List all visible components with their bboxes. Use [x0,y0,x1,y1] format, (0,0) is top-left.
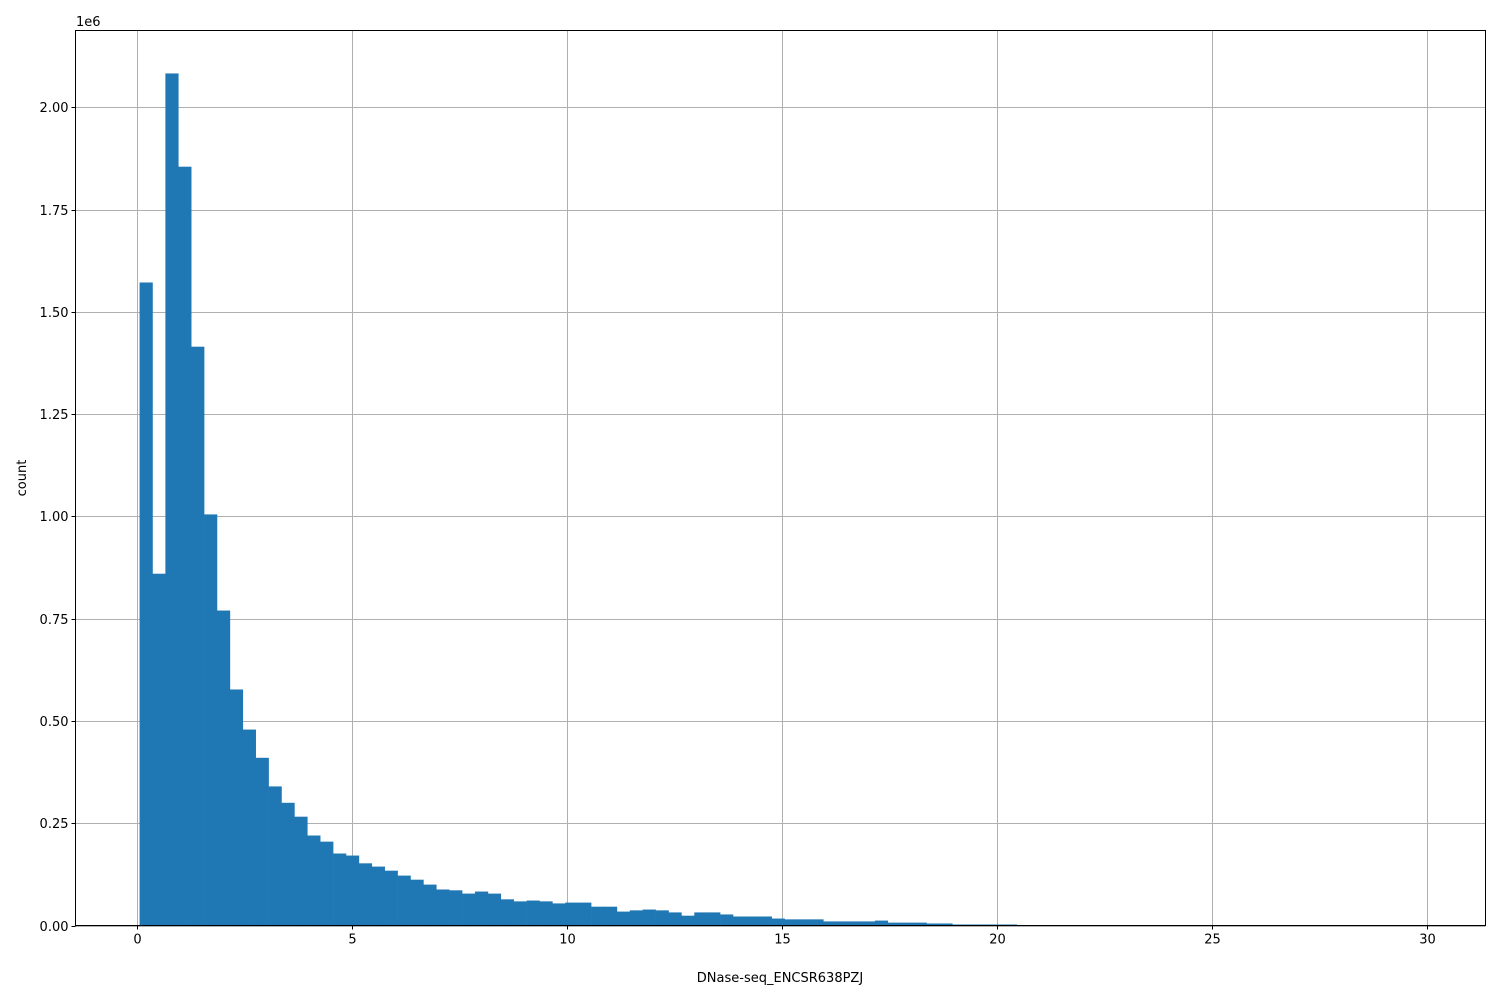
histogram-bar [720,914,734,925]
x-axis-ticks: 0 5 10 15 20 25 30 [133,925,1436,948]
histogram-bar [371,866,385,925]
histogram-bar [462,893,476,925]
histogram-bar [707,912,721,925]
histogram-bar [926,923,940,925]
histogram-bar [384,870,398,925]
histogram-bar [797,919,811,925]
y-tick-label: 1.75 [40,204,69,219]
histogram-bar [952,924,966,925]
x-tick-label: 20 [989,933,1006,948]
histogram-bar [229,689,244,925]
histogram-bar [1003,924,1018,925]
histogram-bar [965,924,979,925]
histogram-bar [874,920,889,925]
histogram-bar [255,757,269,925]
histogram-bar [165,73,179,925]
y-tick-label: 0.75 [40,613,69,628]
histogram-bar [281,802,295,925]
histogram-bar [358,863,373,925]
histogram-bar [320,841,334,925]
x-tick-label: 0 [133,933,141,948]
plot-frame [75,30,1486,926]
histogram-bar [513,901,527,925]
histogram-bar [668,912,682,925]
histogram-bar [990,924,1005,925]
histogram-bar [307,835,321,925]
histogram-bar [268,786,282,925]
histogram-bar [204,514,218,925]
histogram-bar [500,899,514,925]
x-tick-label: 25 [1204,933,1221,948]
histogram-bar [591,906,605,925]
y-tick-label: 2.00 [40,101,69,116]
histogram-bar [178,166,192,925]
histogram-bar [900,922,914,925]
histogram-bar [629,910,643,925]
histogram-bar [681,915,695,925]
histogram-bar [732,916,747,925]
histogram-bar [745,916,760,925]
histogram-bar [423,884,437,925]
histogram-bar [294,816,308,925]
histogram-bar [397,875,411,925]
histogram-bar [887,922,901,925]
histogram-bar [539,901,553,925]
grid-lines [75,30,1486,927]
histogram-bar [410,879,424,925]
histogram-bar [758,916,772,925]
histogram-bar [216,610,231,925]
x-tick-label: 30 [1419,933,1436,948]
histogram-bar [578,902,592,925]
histogram-bar [810,919,824,925]
histogram-bar [603,906,618,925]
y-axis-ticks: 0.00 0.25 0.50 0.75 1.00 1.25 1.50 1.75 2.00 [40,101,76,935]
histogram-bar [836,921,850,925]
histogram-bar [333,853,347,925]
histogram-bar [449,890,463,925]
histogram-bar [849,921,863,925]
histogram-bar [526,900,540,925]
histogram-bar [823,921,837,925]
x-axis-label: DNase-seq_ENCSR638PZJ [697,971,863,986]
histogram-bar [139,282,153,926]
x-tick-label: 5 [348,933,356,948]
x-tick-label: 10 [559,933,576,948]
histogram-bars [139,73,1018,926]
y-tick-label: 0.00 [40,920,69,935]
histogram-bar [616,911,631,925]
histogram-bar [474,891,489,925]
histogram-bar [939,923,953,925]
y-tick-label: 1.50 [40,306,69,321]
y-axis-label: count [15,460,30,497]
y-tick-label: 1.00 [40,510,69,525]
histogram-bar [152,573,166,925]
histogram-bar [655,910,669,925]
histogram-bar [436,889,450,925]
y-tick-label: 0.50 [40,715,69,730]
histogram-bar [565,902,579,925]
histogram-bar [642,909,656,925]
histogram-bar [552,903,566,925]
y-tick-label: 1.25 [40,408,69,423]
histogram-bar [771,918,785,925]
histogram-bar [694,912,708,925]
histogram-bar [345,855,360,925]
y-offset-label: 1e6 [76,15,101,30]
histogram-bar [487,893,502,925]
y-tick-label: 0.25 [40,817,69,832]
histogram-bar [861,921,876,925]
histogram-bar [913,922,927,925]
x-tick-label: 15 [774,933,791,948]
histogram-bar [784,919,798,925]
histogram-bar [242,729,256,925]
histogram-bar [978,924,992,925]
histogram-bar [191,346,205,925]
